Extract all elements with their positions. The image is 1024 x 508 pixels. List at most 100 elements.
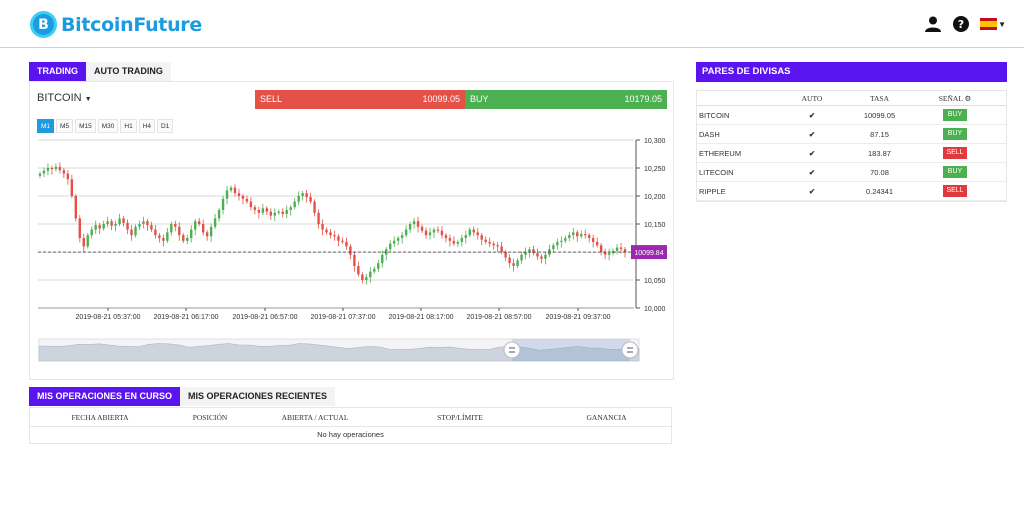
candle-body xyxy=(46,168,50,171)
signal-badge[interactable]: SELL xyxy=(943,147,967,159)
candle-body xyxy=(512,263,515,266)
pair-row[interactable]: BITCOIN ✔ 10099.05 BUY xyxy=(697,106,1006,125)
y-tick-label: 10,050 xyxy=(644,278,666,285)
navigator-series xyxy=(38,343,640,362)
symbol-selector[interactable]: BITCOIN ▼ xyxy=(37,92,92,104)
column-open-date[interactable]: FECHA ABIERTA xyxy=(71,413,129,422)
tab-auto-trading[interactable]: AUTO TRADING xyxy=(86,62,171,81)
candle-body xyxy=(603,252,607,255)
candle-body xyxy=(587,235,591,238)
candle-body xyxy=(190,229,193,238)
candle-body xyxy=(337,236,340,241)
candle-body xyxy=(460,238,464,242)
candle-body xyxy=(532,249,535,254)
pair-name: DASH xyxy=(699,129,720,139)
help-icon[interactable]: ? xyxy=(952,15,970,33)
candle-body xyxy=(572,232,575,236)
candle-body xyxy=(353,254,356,266)
candle-body xyxy=(607,253,611,255)
candle-body xyxy=(400,235,404,238)
signal-badge[interactable]: BUY xyxy=(943,109,967,121)
candle-body xyxy=(369,271,372,278)
candle-body xyxy=(174,224,177,227)
timeframe-m30[interactable]: M30 xyxy=(97,119,119,133)
timeframe-m15[interactable]: M15 xyxy=(75,119,96,133)
y-tick-label: 10,200 xyxy=(644,194,666,201)
pair-row[interactable]: ETHEREUM ✔ 183.87 SELL xyxy=(697,144,1006,163)
tab-recent-operations[interactable]: MIS OPERACIONES RECIENTES xyxy=(180,387,336,406)
pair-rate: 70.08 xyxy=(870,167,889,177)
buy-button[interactable]: BUY 10179.05 xyxy=(465,90,667,109)
candle-body xyxy=(496,245,499,247)
timeframe-d1[interactable]: D1 xyxy=(157,119,174,133)
bitcoin-logo-icon: B xyxy=(30,11,57,38)
timeframe-h4[interactable]: H4 xyxy=(138,119,155,133)
signal-badge[interactable]: SELL xyxy=(943,185,967,197)
column-profit[interactable]: GANANCIA xyxy=(586,413,627,422)
language-selector[interactable]: ▼ xyxy=(980,18,1006,30)
signal-badge[interactable]: BUY xyxy=(943,166,967,178)
pair-row[interactable]: DASH ✔ 87.15 BUY xyxy=(697,125,1006,144)
candle-body xyxy=(516,260,519,266)
column-position[interactable]: POSICIÓN xyxy=(192,413,228,422)
sell-button[interactable]: SELL 10099.05 xyxy=(255,90,465,109)
pair-row[interactable]: RIPPLE ✔ 0.24341 SELL xyxy=(697,182,1006,201)
top-bar: B BitcoinFuture ? ▼ xyxy=(0,0,1024,48)
operations-panel: MIS OPERACIONES EN CURSO MIS OPERACIONES… xyxy=(29,387,672,444)
candle-body xyxy=(90,229,93,236)
signal-badge[interactable]: BUY xyxy=(943,128,967,140)
candle-body xyxy=(297,196,300,202)
sell-label: SELL xyxy=(260,94,283,104)
brand-logo[interactable]: B BitcoinFuture xyxy=(30,11,202,38)
candle-body xyxy=(54,166,58,170)
candle-body xyxy=(249,201,253,208)
tab-trading[interactable]: TRADING xyxy=(29,62,86,81)
pair-row[interactable]: LITECOIN ✔ 70.08 BUY xyxy=(697,163,1006,182)
candle-body xyxy=(325,229,328,233)
tab-current-operations[interactable]: MIS OPERACIONES EN CURSO xyxy=(29,387,181,406)
x-tick-label: 2019-08-21 07:37:00 xyxy=(311,314,376,321)
gear-icon[interactable]: ⚙ xyxy=(964,93,972,103)
candle-body xyxy=(166,232,169,241)
timeframe-m5[interactable]: M5 xyxy=(56,119,74,133)
column-signal[interactable]: SEÑAL ⚙ xyxy=(938,93,972,103)
candle-body xyxy=(162,238,165,241)
candle-body xyxy=(480,235,483,240)
column-rate: TASA xyxy=(870,93,889,103)
candle-body xyxy=(472,229,475,233)
candle-body xyxy=(42,170,46,174)
candle-body xyxy=(317,212,320,224)
pair-rate: 10099.05 xyxy=(863,110,896,120)
candle-body xyxy=(221,198,225,210)
candle-body xyxy=(615,247,619,251)
candle-body xyxy=(500,246,503,252)
x-tick-label: 2019-08-21 05:37:00 xyxy=(76,314,141,321)
candle-body xyxy=(313,201,316,213)
y-tick-label: 10,150 xyxy=(644,222,666,229)
candle-body xyxy=(62,170,66,174)
candle-body xyxy=(528,249,531,252)
spain-flag-icon xyxy=(980,18,998,30)
navigator-left-handle[interactable] xyxy=(503,341,521,359)
check-icon: ✔ xyxy=(808,110,816,120)
column-stop-limit[interactable]: STOP/LÍMITE xyxy=(437,413,483,422)
candle-body xyxy=(520,254,523,261)
user-icon[interactable] xyxy=(924,15,942,33)
candle-body xyxy=(305,193,308,198)
price-chart[interactable]: 10,30010,25010,20010,15010,10010,05010,0… xyxy=(30,82,675,381)
candle-body xyxy=(599,245,603,252)
navigator-right-handle[interactable] xyxy=(621,341,639,359)
svg-text:?: ? xyxy=(958,18,964,31)
timeframe-h1[interactable]: H1 xyxy=(120,119,137,133)
column-open-current[interactable]: ABIERTA / ACTUAL xyxy=(281,413,349,422)
candle-body xyxy=(245,198,249,202)
column-auto: AUTO xyxy=(801,93,823,103)
candle-body xyxy=(293,201,296,208)
candle-body xyxy=(150,225,153,230)
candle-body xyxy=(301,193,304,196)
pair-name: BITCOIN xyxy=(699,110,730,120)
timeframe-m1[interactable]: M1 xyxy=(37,119,55,133)
candle-body xyxy=(146,221,149,226)
navigator-selection xyxy=(512,339,630,361)
candle-body xyxy=(142,221,145,224)
